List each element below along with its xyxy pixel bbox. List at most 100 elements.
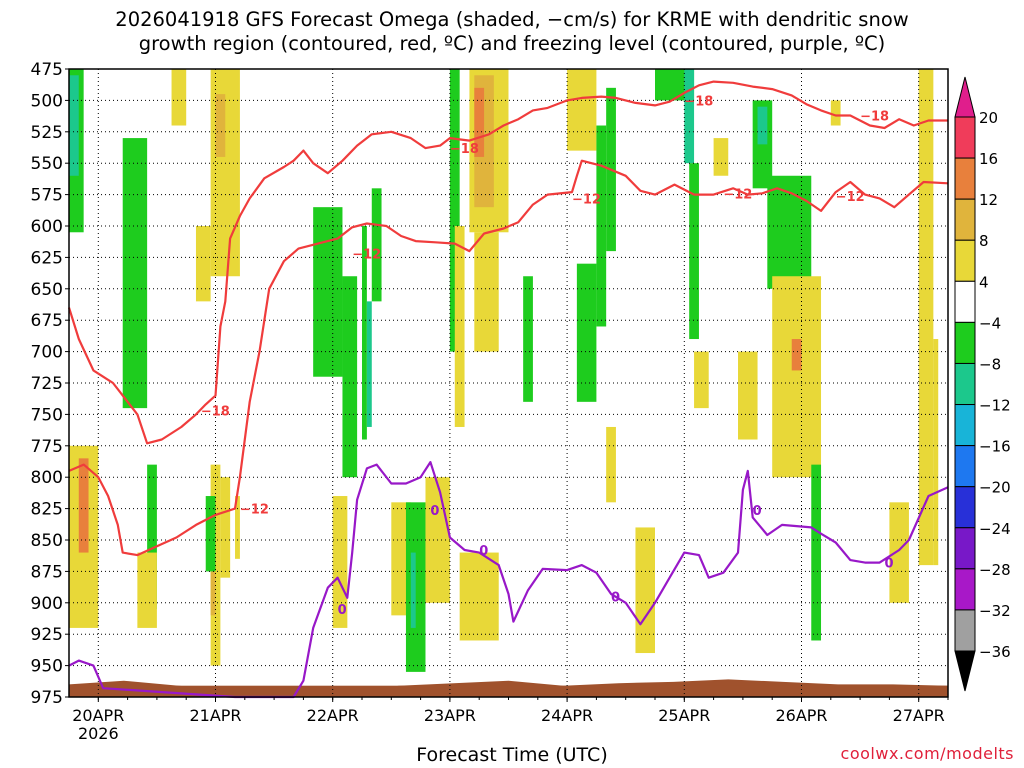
omega-region: [210, 540, 216, 616]
source-credit: coolwx.com/modelts: [840, 744, 1014, 763]
colorbar: 20 16 12 8 4 −4 −8 −12 −16 −20 −24 −28 −32 −36: [954, 76, 1011, 692]
y-tick-label: 775: [31, 437, 63, 457]
x-axis-label: Forecast Time (UTC): [416, 744, 608, 766]
omega-region: [454, 226, 465, 427]
omega-region: [713, 138, 729, 176]
colorbar-tick-label: −8: [979, 355, 1001, 373]
omega-region: [410, 552, 416, 628]
x-tick-label: 25APR: [658, 706, 710, 725]
y-tick-label: 925: [31, 625, 63, 645]
y-tick-label: 475: [31, 60, 63, 80]
omega-region: [635, 527, 655, 654]
contour-layer: −18 −18 −18 −18 −12 −12 −12 −12 −12 0 0 0 0 0 0: [67, 80, 949, 699]
colorbar-bin: [954, 239, 976, 282]
omega-region: [474, 232, 499, 352]
contour-label: 0: [430, 504, 439, 519]
y-tick-label: 800: [31, 468, 63, 488]
y-tick-label: 950: [31, 657, 63, 677]
contour-line-minus12: [68, 159, 949, 557]
omega-region: [371, 188, 382, 302]
colorbar-tick-label: −12: [979, 397, 1011, 415]
colorbar-tick-label: −36: [979, 643, 1011, 661]
omega-region: [391, 502, 411, 616]
colorbar-tick-label: 12: [979, 191, 998, 209]
contour-label: 0: [479, 544, 488, 559]
x-tick-label: 22APR: [307, 706, 359, 725]
omega-region: [757, 106, 768, 145]
contour-label: −18: [860, 109, 889, 124]
colorbar-tick-label: 4: [979, 273, 989, 291]
contour-label: −18: [684, 94, 713, 109]
omega-shading-layer: [69, 69, 939, 672]
omega-region: [772, 276, 822, 478]
page-title: 2026041918 GFS Forecast Omega (shaded, −…: [0, 8, 1024, 56]
omega-region: [689, 163, 699, 340]
omega-region: [576, 263, 597, 402]
omega-region: [235, 496, 240, 559]
omega-region: [69, 75, 79, 176]
omega-region: [606, 426, 616, 503]
colorbar-tick-label: −16: [979, 438, 1011, 456]
colorbar-tick-label: −28: [979, 561, 1011, 579]
omega-region: [78, 458, 89, 553]
x-tick-label: 21APR: [189, 706, 241, 725]
y-tick-label: 625: [31, 248, 63, 268]
ground-surface-base: [69, 685, 948, 697]
colorbar-bin: [954, 609, 976, 652]
contour-label: 0: [338, 603, 347, 618]
y-tick-label: 500: [31, 91, 63, 111]
x-tick-label: 20APR: [72, 706, 124, 725]
y-tick-label: 825: [31, 500, 63, 520]
contour-label: −18: [201, 405, 230, 420]
contour-label: −12: [240, 503, 269, 518]
y-tick-label: 750: [31, 405, 63, 425]
y-tick-label: 550: [31, 154, 63, 174]
colorbar-tick-label: −32: [979, 602, 1011, 620]
omega-region: [449, 69, 460, 352]
colorbar-bin: [954, 157, 976, 200]
y-tick-label: 700: [31, 343, 63, 363]
colorbar-bin: [954, 198, 976, 241]
y-axis: 475 500 525 550 575 600 625 650 675 700 725 750 775 8…: [31, 60, 69, 708]
contour-line-0: [68, 461, 949, 699]
contour-label: −12: [836, 190, 865, 205]
y-tick-label: 650: [31, 280, 63, 300]
omega-region: [195, 226, 211, 302]
omega-region: [122, 138, 148, 409]
title-line-1: 2026041918 GFS Forecast Omega (shaded, −…: [115, 8, 909, 31]
omega-region: [791, 339, 802, 371]
omega-region: [205, 496, 216, 572]
omega-region: [147, 464, 157, 610]
colorbar-bin: [954, 568, 976, 611]
y-tick-label: 675: [31, 311, 63, 331]
contour-label: 0: [885, 557, 894, 572]
colorbar-bin: [954, 445, 976, 488]
colorbar-bin: [954, 486, 976, 529]
contour-label: −12: [723, 187, 752, 202]
omega-region: [366, 301, 372, 427]
y-tick-label: 975: [31, 688, 63, 708]
y-tick-label: 525: [31, 123, 63, 143]
omega-region: [137, 552, 157, 628]
colorbar-tick-label: 20: [979, 109, 998, 127]
y-tick-label: 900: [31, 594, 63, 614]
y-tick-label: 600: [31, 217, 63, 237]
colorbar-bin: [954, 280, 976, 323]
x-tick-sublabel: 2026: [78, 724, 119, 743]
omega-region: [830, 100, 841, 126]
colorbar-bin: [954, 321, 976, 364]
omega-region: [684, 69, 695, 164]
colorbar-tick-label: 8: [979, 232, 989, 250]
contour-label: −18: [450, 142, 479, 157]
colorbar-tick-label: −20: [979, 479, 1011, 497]
omega-region: [362, 226, 367, 440]
colorbar-tick-label: −4: [979, 314, 1001, 332]
colorbar-bin: [954, 116, 976, 159]
ground-surface-layer: [69, 679, 948, 697]
omega-region: [459, 552, 499, 641]
x-tick-label: 24APR: [541, 706, 593, 725]
omega-region: [523, 276, 533, 402]
contour-line-minus18: [67, 80, 948, 445]
omega-region: [215, 94, 226, 157]
